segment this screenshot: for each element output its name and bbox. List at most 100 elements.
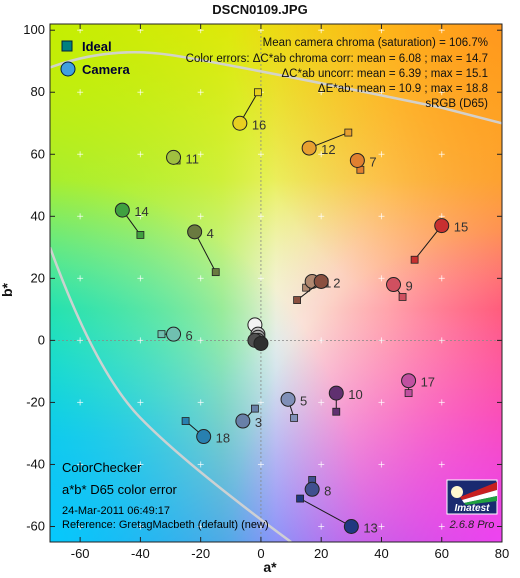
logo-stripe-green bbox=[464, 496, 497, 505]
ideal-marker bbox=[398, 293, 407, 301]
patch-3: 3 bbox=[235, 404, 262, 430]
axes: -60 -40 -20 0 20 40 60 80 -60 -40 -20 0 20 40 60 80 100 bbox=[23, 22, 509, 561]
legend: Ideal Camera bbox=[60, 39, 130, 77]
x-tick-label: 40 bbox=[374, 546, 388, 561]
legend-ideal-label: Ideal bbox=[82, 39, 112, 54]
ideal-marker bbox=[332, 407, 341, 416]
patch-label: 12 bbox=[321, 142, 335, 157]
y-tick-label: 60 bbox=[31, 146, 45, 161]
gamut-boundary bbox=[50, 51, 502, 542]
patch-2: 2 bbox=[293, 273, 340, 304]
stat-line-2: Color errors: ΔC*ab chroma corr: mean = … bbox=[186, 53, 488, 65]
x-tick-label: -40 bbox=[131, 546, 150, 561]
camera-marker bbox=[301, 140, 317, 156]
patch-label: 8 bbox=[324, 483, 331, 498]
legend-ideal-marker bbox=[61, 40, 73, 52]
grid bbox=[50, 24, 502, 542]
ideal-marker bbox=[296, 494, 305, 503]
camera-marker bbox=[166, 326, 182, 342]
annotation-subtitle: a*b* D65 color error bbox=[62, 482, 178, 497]
y-tick-label: 80 bbox=[31, 84, 45, 99]
patch-24 bbox=[253, 335, 269, 351]
patch-label: 16 bbox=[252, 117, 266, 132]
plot-frame bbox=[49, 23, 503, 543]
patch-13: 13 bbox=[296, 494, 378, 535]
camera-marker bbox=[343, 518, 359, 534]
logo-text: Imatest bbox=[454, 503, 490, 514]
data-marks: 123456789101112131415161718 bbox=[114, 88, 468, 535]
patch-label: 7 bbox=[369, 154, 376, 169]
patch-11: 11 bbox=[166, 149, 200, 166]
plot-background bbox=[50, 24, 502, 542]
camera-marker bbox=[187, 224, 203, 240]
camera-marker bbox=[349, 152, 365, 168]
patch-10: 10 bbox=[328, 385, 363, 416]
ideal-marker bbox=[404, 389, 413, 398]
ideal-marker bbox=[410, 255, 419, 264]
y-tick-label: 100 bbox=[23, 22, 45, 37]
y-tick-label: -60 bbox=[26, 518, 45, 533]
plot-background-layer-6 bbox=[50, 24, 502, 542]
legend-camera-label: Camera bbox=[82, 62, 130, 77]
patch-17: 17 bbox=[401, 373, 435, 398]
annotation-reference: Reference: GretagMacbeth (default) (new) bbox=[62, 519, 269, 531]
patch-label: 4 bbox=[207, 226, 214, 241]
x-tick-label: 20 bbox=[314, 546, 328, 561]
x-tick-label: -60 bbox=[71, 546, 90, 561]
patch-label: 11 bbox=[186, 151, 200, 166]
ideal-marker bbox=[254, 88, 262, 97]
x-tick-label: 0 bbox=[257, 546, 264, 561]
camera-marker bbox=[401, 373, 417, 389]
patch-8: 8 bbox=[304, 476, 331, 498]
patch-label: 18 bbox=[216, 431, 230, 446]
ideal-marker bbox=[290, 414, 298, 422]
y-tick-label: 0 bbox=[38, 332, 45, 347]
camera-marker bbox=[313, 273, 329, 289]
annotation-block: ColorChecker a*b* D65 color error 24-Mar… bbox=[62, 460, 269, 531]
patch-label: 13 bbox=[363, 520, 377, 535]
camera-marker bbox=[114, 202, 130, 218]
patch-18: 18 bbox=[181, 417, 230, 446]
camera-marker bbox=[434, 218, 450, 234]
patch-4: 4 bbox=[187, 224, 220, 277]
gamut-curve-lower bbox=[50, 246, 292, 542]
gamut-curve-upper bbox=[50, 51, 502, 125]
patch-9: 9 bbox=[386, 277, 413, 301]
annotation-title: ColorChecker bbox=[62, 460, 142, 475]
ideal-marker bbox=[344, 128, 353, 137]
y-tick-label: -40 bbox=[26, 456, 45, 471]
camera-marker bbox=[253, 335, 269, 351]
y-tick-label: 20 bbox=[31, 270, 45, 285]
patch-15: 15 bbox=[410, 218, 468, 264]
patch-label: 14 bbox=[134, 204, 148, 219]
ideal-marker bbox=[211, 268, 220, 277]
patch-label: 5 bbox=[300, 393, 307, 408]
camera-marker bbox=[386, 277, 402, 293]
patch-label: 17 bbox=[421, 375, 435, 390]
annotation-date: 24-Mar-2011 06:49:17 bbox=[62, 505, 170, 517]
error-line bbox=[299, 498, 352, 527]
stats-block: Mean camera chroma (saturation) = 106.7%… bbox=[186, 37, 489, 110]
patch-12: 12 bbox=[301, 128, 353, 157]
x-axis-title: a* bbox=[263, 559, 277, 575]
ideal-marker bbox=[251, 404, 259, 413]
x-tick-label: 80 bbox=[495, 546, 509, 561]
patch-label: 2 bbox=[333, 275, 340, 290]
error-line bbox=[194, 231, 217, 273]
y-tick-label: 40 bbox=[31, 208, 45, 223]
legend-camera-marker bbox=[60, 61, 76, 77]
chart-title: DSCN0109.JPG bbox=[212, 2, 307, 17]
camera-marker bbox=[304, 481, 320, 497]
patch-label: 3 bbox=[255, 415, 262, 430]
camera-marker bbox=[328, 385, 344, 401]
patch-label: 15 bbox=[454, 220, 468, 235]
stat-line-4: ΔE*ab: mean = 10.9 ; max = 18.8 bbox=[318, 83, 488, 95]
patch-6: 6 bbox=[157, 326, 193, 343]
camera-marker bbox=[196, 429, 212, 445]
y-axis-title: b* bbox=[0, 282, 15, 297]
stat-line-3: ΔC*ab uncorr: mean = 6.39 ; max = 15.1 bbox=[282, 68, 489, 80]
imatest-logo: Imatest 2.6.8 Pro bbox=[446, 479, 498, 531]
camera-marker bbox=[232, 115, 248, 131]
stat-line-5: sRGB (D65) bbox=[425, 98, 488, 110]
ideal-marker bbox=[157, 330, 166, 339]
